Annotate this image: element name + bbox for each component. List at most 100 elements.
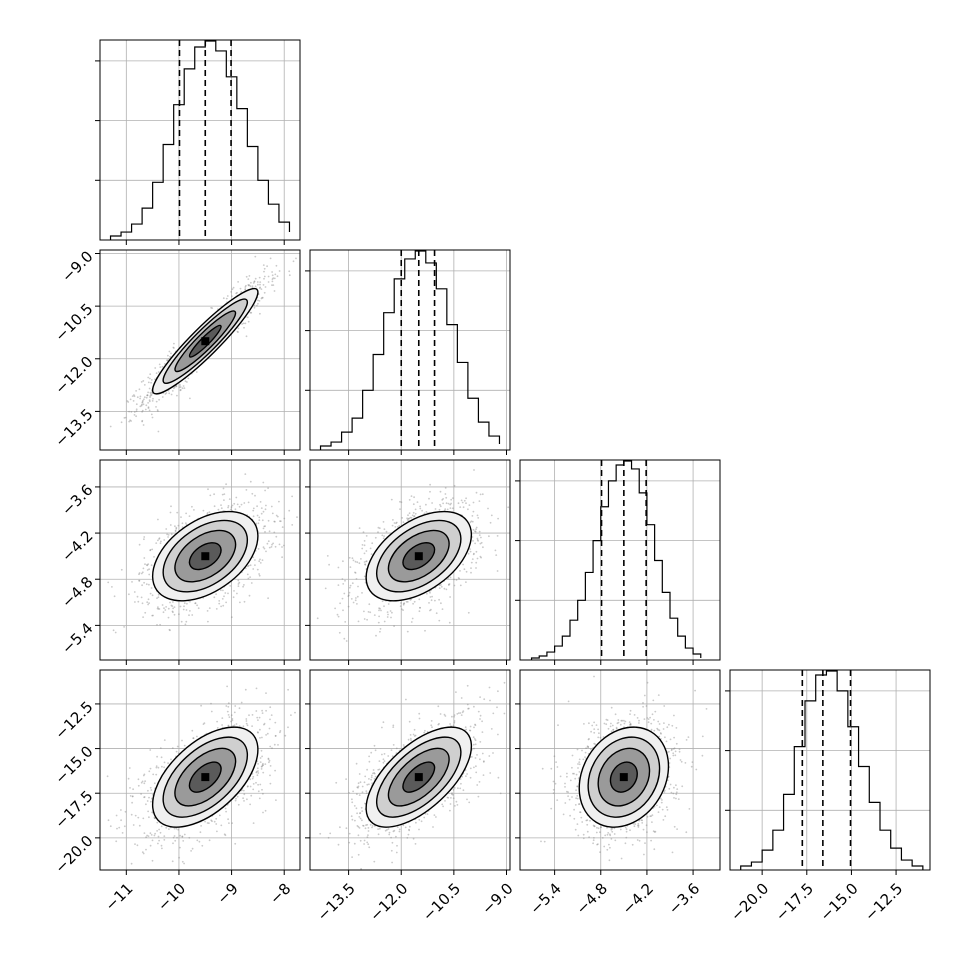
sample-point (252, 282, 255, 284)
sample-point (235, 797, 237, 800)
panel-frame (729, 669, 931, 871)
sample-point (185, 620, 188, 623)
sample-point (247, 564, 250, 567)
sample-point (259, 283, 261, 286)
sample-point (437, 705, 440, 708)
sample-point (256, 304, 258, 307)
sample-point (150, 587, 153, 589)
sample-point (128, 420, 131, 423)
sample-point (246, 785, 249, 788)
sample-point (294, 711, 296, 714)
sample-point (671, 851, 674, 854)
sample-point (481, 752, 484, 755)
sample-point (580, 816, 583, 819)
sample-point (267, 597, 269, 600)
sample-point (141, 419, 144, 422)
sample-point (269, 765, 272, 767)
sample-point (446, 508, 449, 511)
sample-point (392, 726, 395, 728)
sample-point (131, 801, 134, 804)
y-tick-labels: −13.5−12.0−10.5−9.0−5.4−4.8−4.2−3.6−20.0… (51, 247, 96, 877)
sample-point (269, 706, 272, 709)
sample-point (556, 766, 559, 768)
sample-point (161, 604, 164, 606)
sample-point (398, 830, 401, 833)
sample-point (237, 585, 240, 587)
sample-point (449, 576, 452, 579)
sample-point (497, 733, 499, 736)
sample-point (705, 708, 708, 710)
sample-point (400, 501, 403, 504)
sample-point (128, 410, 131, 413)
sample-point (586, 819, 589, 822)
sample-point (479, 758, 481, 761)
sample-point (366, 836, 369, 838)
sample-point (472, 553, 475, 556)
sample-point (237, 281, 240, 283)
sample-point (291, 495, 293, 498)
sample-point (271, 271, 273, 273)
sample-point (680, 760, 683, 763)
sample-point (412, 602, 414, 605)
sample-point (469, 767, 472, 770)
sample-point (448, 621, 451, 624)
sample-point (216, 830, 218, 833)
sample-point (403, 602, 406, 605)
sample-point (207, 488, 209, 491)
sample-point (665, 806, 668, 809)
x-tick-label: −4.2 (619, 880, 657, 918)
sample-point (463, 499, 466, 502)
sample-point (599, 831, 601, 834)
sample-point (252, 507, 255, 510)
y-tick-label: −12.0 (51, 353, 96, 398)
sample-point (264, 525, 266, 528)
sample-point (363, 544, 366, 547)
sample-point (694, 689, 696, 692)
sample-point (179, 389, 182, 392)
sample-point (186, 381, 188, 383)
sample-point (657, 811, 660, 813)
sample-point (167, 616, 170, 619)
sample-point (138, 543, 141, 546)
sample-point (211, 307, 214, 309)
sample-point (132, 400, 135, 402)
sample-point (157, 410, 159, 412)
sample-point (274, 545, 277, 548)
sample-point (474, 530, 477, 533)
sample-point (179, 384, 182, 386)
sample-point (265, 504, 267, 507)
sample-point (494, 549, 497, 552)
sample-point (178, 613, 180, 616)
sample-point (163, 835, 166, 837)
sample-point (140, 793, 143, 795)
sample-point (363, 540, 366, 542)
sample-point (674, 754, 677, 757)
sample-point (230, 506, 233, 508)
sample-point (150, 379, 153, 381)
sample-point (254, 285, 257, 288)
sample-point (418, 712, 421, 715)
sample-point (107, 581, 110, 584)
sample-point (367, 830, 370, 832)
sample-point (149, 395, 152, 397)
sample-point (266, 265, 268, 268)
sample-point (167, 534, 170, 536)
sample-point (584, 756, 586, 758)
sample-point (413, 515, 415, 518)
sample-point (141, 571, 144, 574)
sample-point (151, 839, 154, 842)
sample-point (576, 823, 579, 825)
sample-point (136, 396, 139, 399)
sample-point (196, 735, 198, 738)
sample-point (262, 264, 265, 266)
sample-point (264, 489, 266, 492)
sample-point (598, 732, 600, 735)
sample-point (430, 720, 433, 722)
sample-point (171, 860, 174, 863)
sample-point (252, 556, 255, 559)
sample-point (133, 394, 135, 396)
sample-point (358, 794, 361, 796)
sample-point (155, 406, 157, 408)
sample-point (225, 705, 228, 707)
sample-point (231, 822, 234, 824)
